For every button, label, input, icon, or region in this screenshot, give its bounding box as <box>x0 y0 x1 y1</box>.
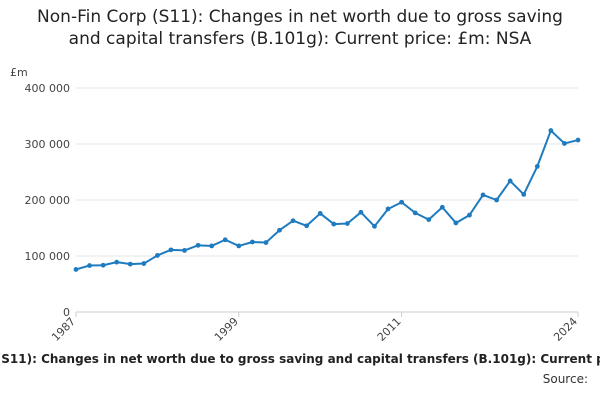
data-point[interactable] <box>439 204 445 210</box>
data-point[interactable] <box>494 197 499 203</box>
data-point[interactable] <box>100 262 106 268</box>
data-point[interactable] <box>317 211 323 216</box>
data-point[interactable] <box>467 212 472 218</box>
data-point[interactable] <box>304 223 310 229</box>
data-point[interactable] <box>155 253 160 258</box>
tick-labels: £m 0 100 000 200 000 300 000 400 000 1987 1999 2… <box>10 66 580 344</box>
data-point[interactable] <box>344 221 350 226</box>
data-point[interactable] <box>453 220 459 226</box>
data-point[interactable] <box>385 206 391 212</box>
data-point[interactable] <box>277 227 282 233</box>
data-point[interactable] <box>87 263 92 268</box>
data-point[interactable] <box>412 210 418 216</box>
data-point[interactable] <box>114 259 120 265</box>
y-tick-label: 0 <box>63 306 70 319</box>
series-line <box>75 129 579 271</box>
y-tick-label: 100 000 <box>25 250 71 263</box>
data-point[interactable] <box>127 261 133 267</box>
data-point[interactable] <box>263 240 269 245</box>
data-point[interactable] <box>73 267 79 272</box>
data-point[interactable] <box>480 192 486 198</box>
data-point[interactable] <box>249 239 255 245</box>
data-point[interactable] <box>141 261 147 266</box>
data-point[interactable] <box>507 178 513 184</box>
data-point[interactable] <box>168 247 174 253</box>
data-point[interactable] <box>182 248 187 253</box>
x-tick-label: 1987 <box>49 315 78 344</box>
x-tick-label: 1999 <box>212 315 241 344</box>
data-point[interactable] <box>209 243 215 249</box>
data-point[interactable] <box>534 164 540 169</box>
series-line-group <box>75 129 579 271</box>
grid-lines <box>76 87 578 313</box>
data-point[interactable] <box>290 218 296 224</box>
y-tick-label: 200 000 <box>25 194 71 207</box>
footer-series-title: Non-Fin Corp (S11): Changes in net worth… <box>0 352 600 372</box>
source-label: Source: <box>542 372 588 386</box>
y-tick-label: 400 000 <box>25 82 71 95</box>
data-point[interactable] <box>331 221 337 227</box>
x-tick-label: 2024 <box>551 315 580 344</box>
axes <box>75 312 579 317</box>
data-point[interactable] <box>548 128 554 133</box>
data-point[interactable] <box>426 217 432 223</box>
y-tick-label: 300 000 <box>25 138 71 151</box>
y-axis-unit-label: £m <box>10 66 28 79</box>
x-tick-label: 2011 <box>375 315 404 344</box>
data-point[interactable] <box>521 192 527 197</box>
data-point[interactable] <box>222 237 228 243</box>
chart-title: Non-Fin Corp (S11): Changes in net worth… <box>37 7 563 49</box>
series-points <box>73 128 581 272</box>
data-point[interactable] <box>358 209 364 215</box>
data-point[interactable] <box>399 199 405 205</box>
data-point[interactable] <box>195 242 201 248</box>
data-point[interactable] <box>562 141 567 146</box>
data-point[interactable] <box>575 137 581 143</box>
footer-series-text: Non-Fin Corp (S11): Changes in net worth… <box>0 352 600 366</box>
data-point[interactable] <box>372 223 377 229</box>
data-point[interactable] <box>236 243 242 249</box>
